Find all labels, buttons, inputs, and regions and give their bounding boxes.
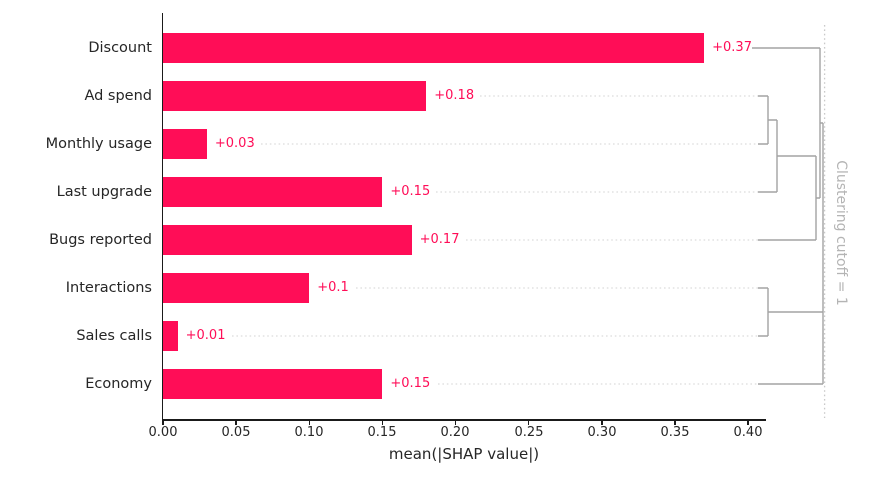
bar-value-label: +0.03 xyxy=(214,136,255,151)
bar xyxy=(163,129,207,159)
bar-value-label: +0.01 xyxy=(185,328,226,343)
x-tick-label: 0.25 xyxy=(514,425,544,440)
leader-lines xyxy=(232,95,758,385)
bar-value-label: +0.37 xyxy=(712,40,752,55)
x-tick-label: 0.00 xyxy=(148,425,178,440)
feature-label: Sales calls xyxy=(76,328,152,344)
x-tick xyxy=(235,420,237,426)
x-axis-spine xyxy=(161,419,766,421)
x-tick xyxy=(162,420,164,426)
x-tick-label: 0.35 xyxy=(660,425,690,440)
x-tick-label: 0.05 xyxy=(221,425,251,440)
feature-label: Bugs reported xyxy=(49,232,152,248)
x-tick xyxy=(674,420,676,426)
bar-value-label: +0.18 xyxy=(434,88,475,103)
dendrogram-lines xyxy=(752,47,824,385)
bar-value-label: +0.17 xyxy=(419,232,460,247)
x-tick-label: 0.10 xyxy=(294,425,324,440)
feature-label: Monthly usage xyxy=(45,136,152,152)
x-tick-label: 0.20 xyxy=(440,425,470,440)
x-tick xyxy=(527,420,530,426)
x-tick xyxy=(381,420,384,426)
feature-label: Economy xyxy=(85,376,152,392)
feature-label: Last upgrade xyxy=(56,184,152,200)
y-axis-spine xyxy=(161,13,164,420)
feature-label: Discount xyxy=(88,40,152,56)
x-tick-label: 0.15 xyxy=(367,425,397,440)
x-tick-label: 0.40 xyxy=(733,425,763,440)
bar xyxy=(163,273,310,303)
bar xyxy=(163,321,178,351)
bar xyxy=(163,81,427,111)
x-tick xyxy=(601,420,603,426)
feature-label: Interactions xyxy=(65,280,152,296)
bar xyxy=(163,177,383,207)
bar xyxy=(163,33,705,63)
clustering-cutoff-label: Clustering cutoff = 1 xyxy=(833,160,849,306)
bar-value-label: +0.1 xyxy=(317,280,349,295)
x-tick xyxy=(454,420,457,426)
x-axis-label: mean(|SHAP value|) xyxy=(388,445,540,463)
bar-value-label: +0.15 xyxy=(390,184,431,199)
bar xyxy=(163,369,383,399)
x-tick xyxy=(747,420,749,426)
x-tick-label: 0.30 xyxy=(587,425,617,440)
bar-value-label: +0.15 xyxy=(390,376,431,391)
x-tick xyxy=(308,420,310,426)
feature-label: Ad spend xyxy=(84,88,152,104)
bar xyxy=(163,225,412,255)
